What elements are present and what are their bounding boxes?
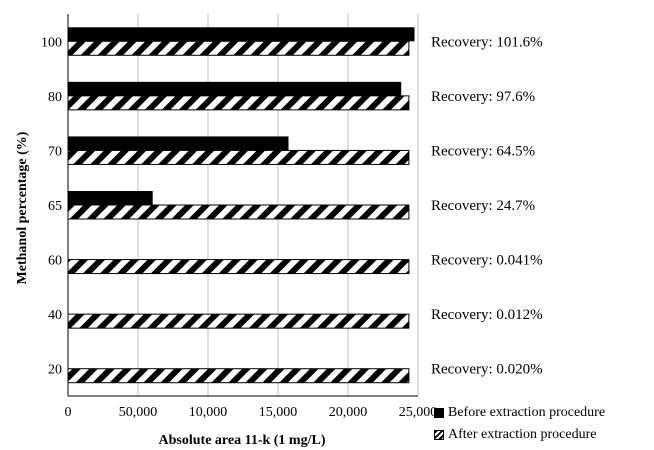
recovery-annotation: Recovery: 0.041% (431, 253, 543, 269)
bar-before (68, 191, 153, 205)
x-tick-label: 15,000 (259, 405, 298, 420)
bar-after (67, 204, 410, 220)
recovery-annotation: Recovery: 0.012% (431, 307, 543, 323)
x-tick-label: 50,000 (119, 405, 158, 420)
legend-item-before: Before extraction procedure (434, 402, 605, 424)
bar-before (68, 27, 415, 42)
y-tick-label: 40 (48, 308, 62, 323)
axes (67, 14, 418, 397)
recovery-annotation: Recovery: 64.5% (431, 143, 535, 159)
recovery-annotation: Recovery: 101.6% (431, 34, 543, 50)
y-tick-label: 20 (48, 363, 62, 378)
bar-after (67, 95, 410, 111)
legend-item-after: After extraction procedure (434, 424, 605, 446)
bar-after (67, 40, 410, 56)
legend-label-before: Before extraction procedure (448, 405, 606, 420)
x-tick-label: 25,000 (399, 405, 438, 420)
recovery-annotations: Recovery: 0.020% Recovery: 0.012% Recovery… (431, 34, 543, 377)
y-tick-label: 80 (48, 90, 62, 105)
legend-swatch-hatched (434, 430, 444, 440)
bar-before (68, 136, 289, 151)
legend: Before extraction procedure After extrac… (434, 402, 605, 446)
y-axis-title: Methanol percentage (%) (15, 131, 30, 284)
bar-after (67, 368, 410, 384)
bar-before (68, 81, 402, 96)
y-tick-label: 70 (48, 144, 62, 159)
x-tick-label: 0 (65, 405, 72, 420)
recovery-annotation: Recovery: 97.6% (431, 89, 535, 105)
x-tick-label: 20,000 (329, 405, 368, 420)
recovery-annotation: Recovery: 24.7% (431, 198, 535, 214)
y-tick-labels: 20 40 60 65 70 80 100 (41, 35, 62, 377)
x-tick-label: 10,000 (189, 405, 228, 420)
y-tick-label: 65 (48, 199, 62, 214)
bar-after (67, 259, 410, 275)
bar-after (67, 149, 410, 165)
recovery-annotation: Recovery: 0.020% (431, 362, 543, 378)
y-tick-label: 60 (48, 254, 62, 269)
x-tick-labels: 0 50,000 10,000 15,000 20,000 25,000 (65, 405, 438, 420)
y-tick-label: 100 (41, 35, 62, 50)
legend-label-after: After extraction procedure (448, 427, 597, 442)
bar-after (67, 313, 410, 329)
legend-swatch-solid (434, 408, 444, 418)
bars (67, 27, 415, 384)
x-axis-title: Absolute area 11-k (1 mg/L) (159, 433, 326, 448)
